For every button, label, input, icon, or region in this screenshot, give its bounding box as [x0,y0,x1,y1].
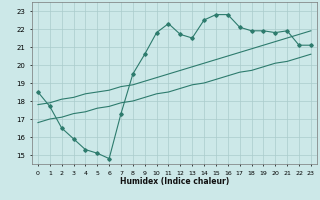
X-axis label: Humidex (Indice chaleur): Humidex (Indice chaleur) [120,177,229,186]
